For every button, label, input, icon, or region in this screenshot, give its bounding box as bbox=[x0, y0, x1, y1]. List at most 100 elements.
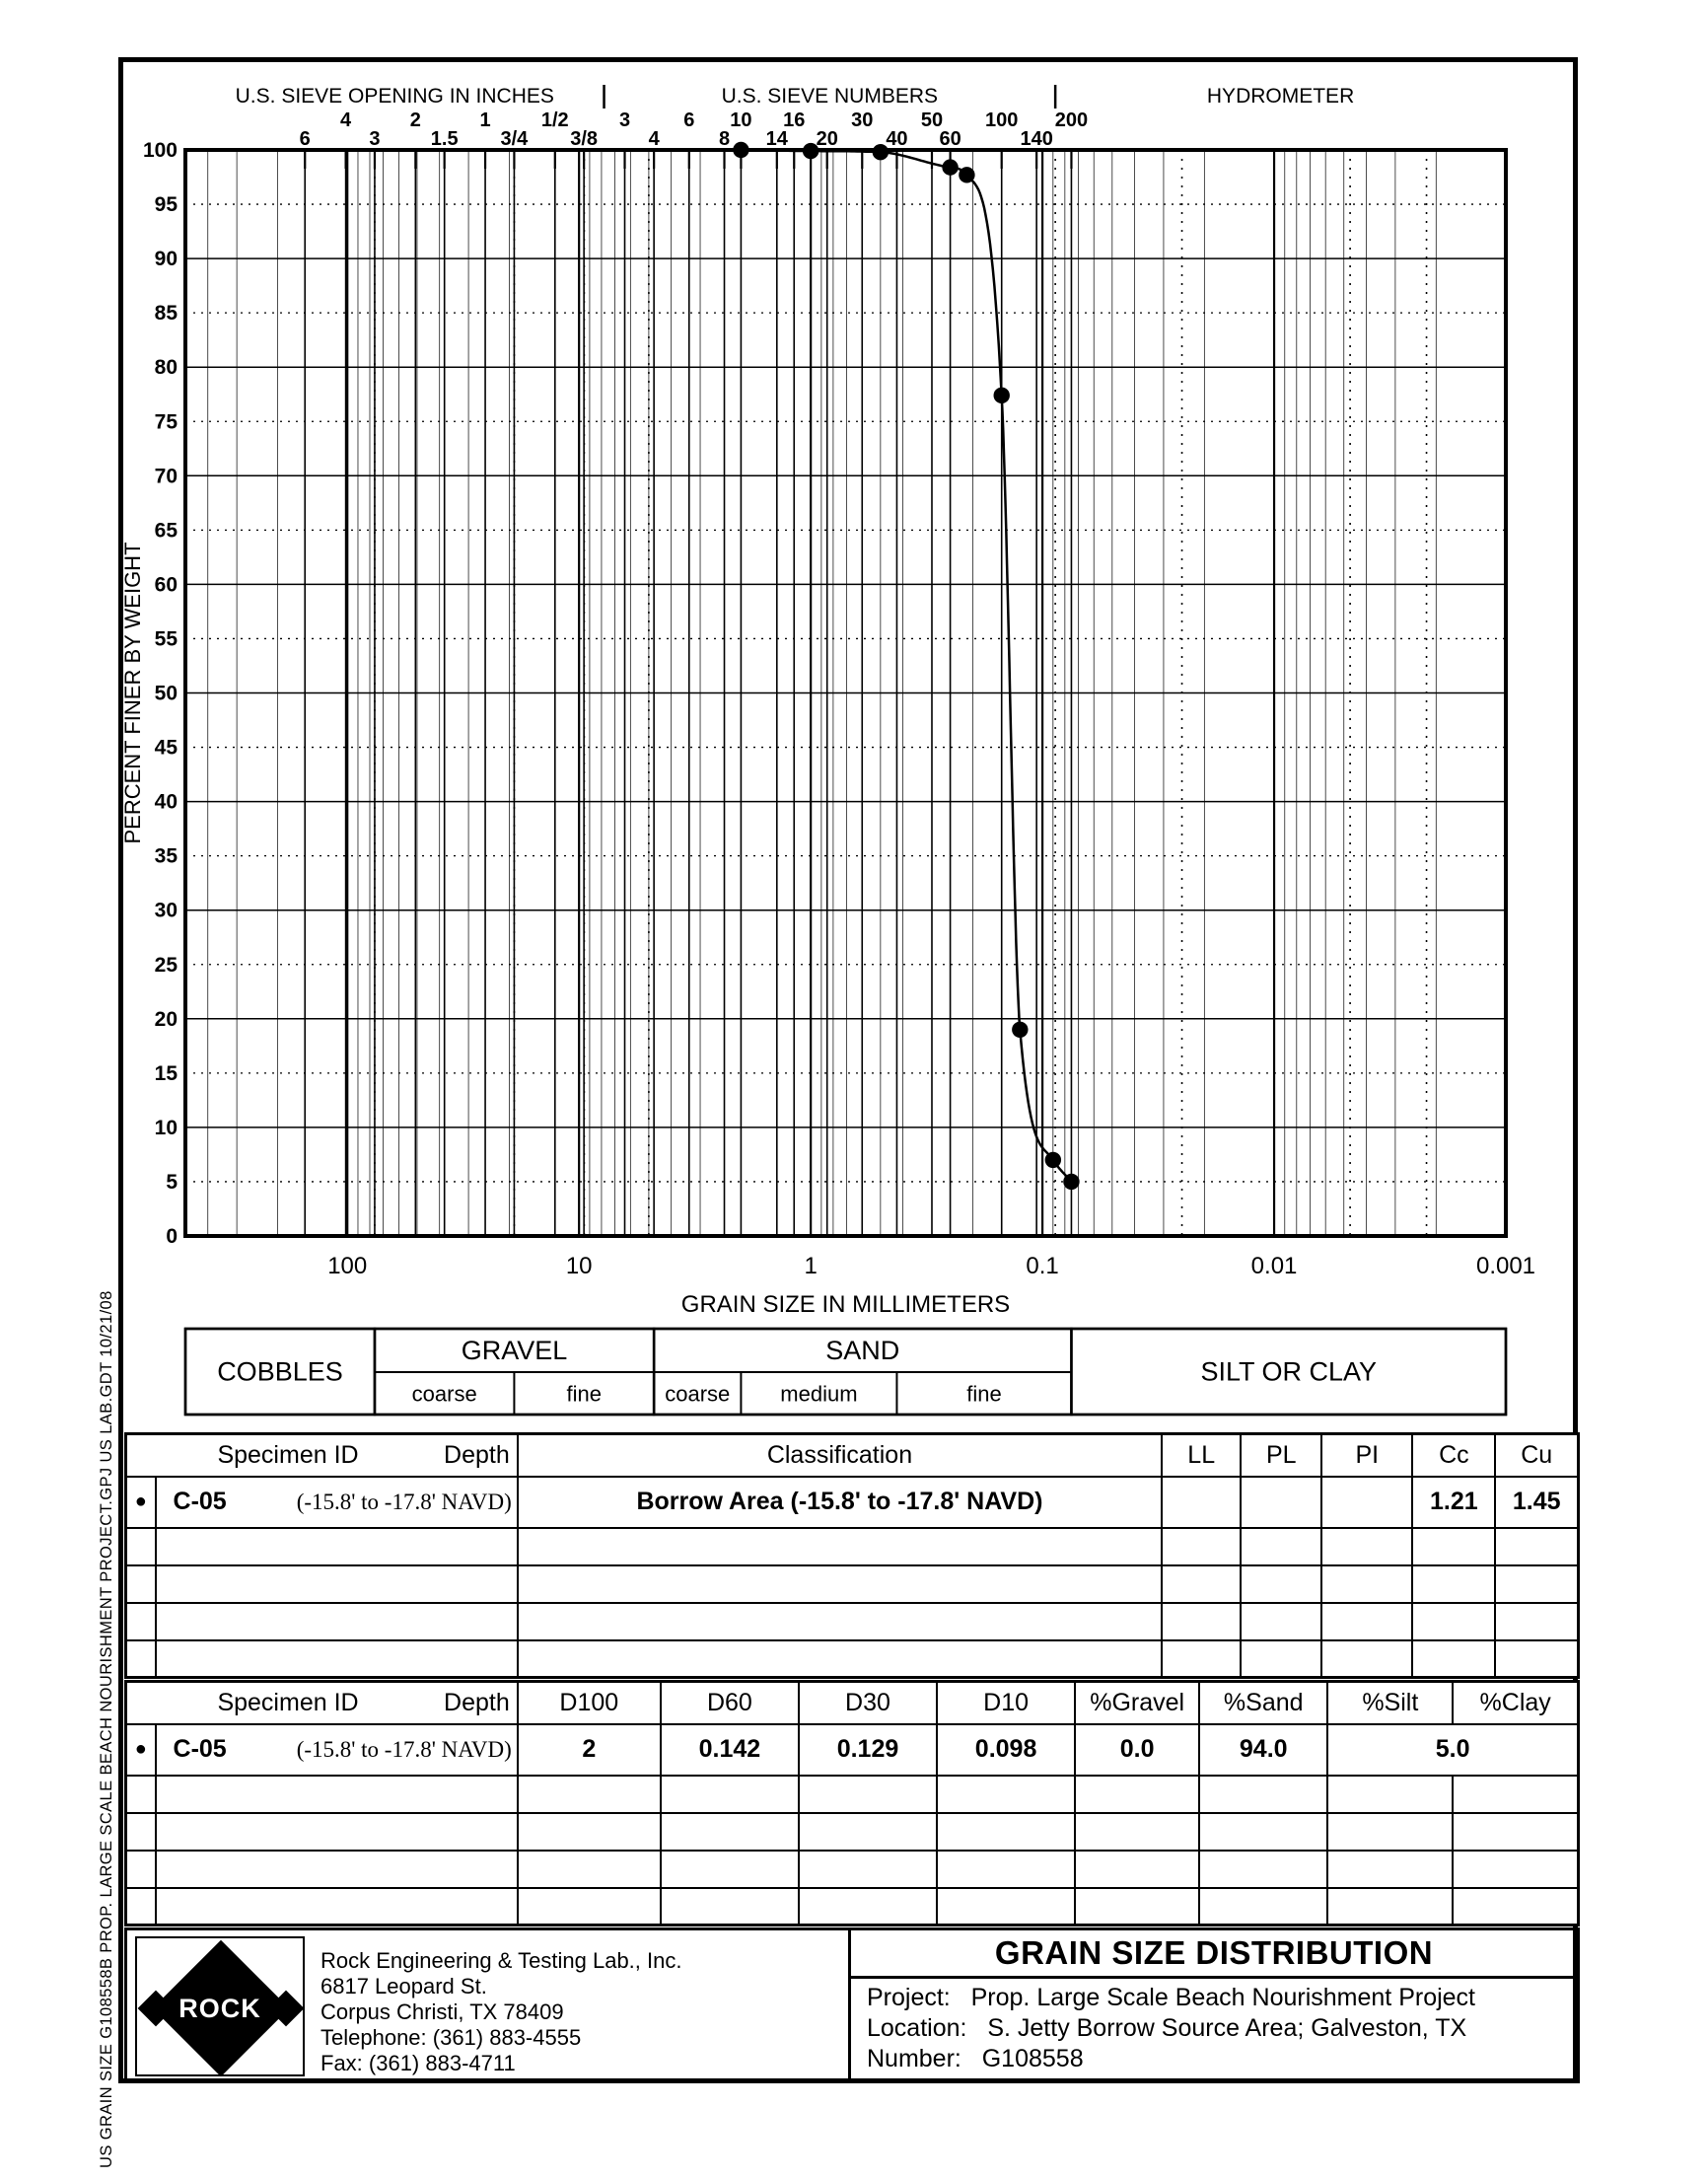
empty-row bbox=[124, 1886, 1580, 1926]
sieve-label: 140 bbox=[1020, 128, 1052, 150]
specimen-d100: 2 bbox=[516, 1722, 662, 1777]
specimen-ll bbox=[1161, 1475, 1243, 1529]
company-address-line: Telephone: (361) 883-4555 bbox=[320, 2025, 582, 2050]
table2-header-row: Specimen ID Depth D100 D60 D30 D10 %Grav… bbox=[124, 1680, 1580, 1725]
rock-logo-text: ROCK bbox=[178, 1994, 261, 2023]
location-value: S. Jetty Borrow Source Area; Galveston, … bbox=[987, 2014, 1467, 2042]
soil-subclass-label: coarse bbox=[665, 1382, 730, 1407]
y-axis-tick-label: 25 bbox=[155, 954, 178, 977]
y-axis-tick-label: 90 bbox=[155, 248, 178, 270]
y-axis-tick-label: 40 bbox=[155, 791, 178, 814]
y-axis-tick-label: 50 bbox=[155, 683, 178, 705]
sieve-label: 60 bbox=[939, 128, 961, 150]
x-axis-tick-label: 1 bbox=[804, 1253, 817, 1279]
y-axis-tick-label: 20 bbox=[155, 1008, 178, 1031]
data-point-marker bbox=[733, 141, 749, 159]
specimen-cu: 1.45 bbox=[1494, 1475, 1580, 1529]
specimen-cc: 1.21 bbox=[1411, 1475, 1497, 1529]
table1-header-specimen-id: Specimen ID bbox=[217, 1440, 359, 1469]
grain-size-parameters-table: Specimen ID Depth D100 D60 D30 D10 %Grav… bbox=[124, 1680, 1580, 1926]
table2-header-specimen-id: Specimen ID bbox=[217, 1688, 359, 1716]
top-axis-header: U.S. SIEVE OPENING IN INCHES bbox=[236, 85, 554, 108]
table2-header-gravel: %Gravel bbox=[1074, 1680, 1201, 1725]
soil-class-label: COBBLES bbox=[217, 1357, 343, 1387]
sieve-label: 20 bbox=[817, 128, 838, 150]
specimen-pi bbox=[1320, 1475, 1414, 1529]
table2-header-d30: D30 bbox=[797, 1680, 939, 1725]
x-axis-tick-label: 0.001 bbox=[1476, 1253, 1535, 1279]
title-block: ROCK Rock Engineering & Testing Lab., In… bbox=[124, 1927, 1580, 2083]
y-axis-tick-label: 35 bbox=[155, 845, 178, 868]
number-line: Number: G108558 bbox=[867, 2045, 1577, 2073]
table2-header-d60: D60 bbox=[659, 1680, 800, 1725]
soil-subclass-label: fine bbox=[966, 1382, 1001, 1407]
specimen-depth: (-15.8' to -17.8' NAVD) bbox=[296, 1736, 512, 1762]
classification-summary-table: Specimen ID Depth Classification LL PL P… bbox=[124, 1432, 1580, 1679]
soil-subclass-label: coarse bbox=[412, 1382, 477, 1407]
x-axis-tick-label: 0.01 bbox=[1251, 1253, 1298, 1279]
sieve-label: 6 bbox=[683, 109, 694, 131]
table1-header-cc: Cc bbox=[1411, 1432, 1497, 1478]
y-axis-tick-label: 60 bbox=[155, 573, 178, 596]
sieve-label: 30 bbox=[851, 109, 873, 131]
empty-row bbox=[124, 1563, 1580, 1604]
specimen-percent-silt-clay: 5.0 bbox=[1326, 1722, 1580, 1777]
sieve-label: 1.5 bbox=[431, 128, 459, 150]
soil-class-label: SILT OR CLAY bbox=[1200, 1357, 1377, 1387]
y-axis-tick-label: 70 bbox=[155, 465, 178, 487]
location-label: Location: bbox=[867, 2014, 967, 2042]
sieve-label: 200 bbox=[1055, 109, 1088, 131]
x-axis-title: GRAIN SIZE IN MILLIMETERS bbox=[681, 1291, 1010, 1318]
top-axis-header: U.S. SIEVE NUMBERS bbox=[722, 85, 938, 108]
sidebar-rotated-filename-text: US GRAIN SIZE G108558B PROP. LARGE SCALE… bbox=[98, 1290, 115, 2168]
y-axis-tick-label: 15 bbox=[155, 1062, 178, 1085]
sieve-label: 40 bbox=[886, 128, 907, 150]
y-axis-tick-label: 85 bbox=[155, 302, 178, 325]
project-line: Project: Prop. Large Scale Beach Nourish… bbox=[867, 1984, 1577, 2012]
table2-header-d100: D100 bbox=[516, 1680, 662, 1725]
table1-header-specimen-depth: Specimen ID Depth bbox=[124, 1432, 519, 1478]
data-point-marker bbox=[802, 142, 819, 160]
soil-subclass-label: medium bbox=[780, 1382, 857, 1407]
x-axis-tick-label: 0.1 bbox=[1026, 1253, 1058, 1279]
top-axis-header: HYDROMETER bbox=[1207, 85, 1354, 108]
data-point-marker bbox=[993, 387, 1010, 404]
specimen-d60: 0.142 bbox=[659, 1722, 800, 1777]
sieve-label: 10 bbox=[730, 109, 751, 131]
number-label: Number: bbox=[867, 2045, 961, 2072]
data-point-marker bbox=[1012, 1021, 1029, 1039]
y-axis-tick-label: 80 bbox=[155, 356, 178, 379]
empty-row bbox=[124, 1774, 1580, 1814]
y-axis-tick-label: 45 bbox=[155, 737, 178, 760]
table2-header-d10: D10 bbox=[936, 1680, 1077, 1725]
data-point-marker bbox=[1063, 1173, 1080, 1191]
data-point-marker bbox=[1044, 1151, 1062, 1169]
company-address-line: Rock Engineering & Testing Lab., Inc. bbox=[320, 1948, 682, 1973]
table1-data-row: ● C-05 (-15.8' to -17.8' NAVD) Borrow Ar… bbox=[124, 1475, 1580, 1529]
specimen-d10: 0.098 bbox=[936, 1722, 1077, 1777]
y-axis-tick-label: 55 bbox=[155, 627, 178, 650]
empty-row bbox=[124, 1849, 1580, 1889]
empty-row bbox=[124, 1601, 1580, 1641]
table1-header-pl: PL bbox=[1240, 1432, 1323, 1478]
sieve-label: 100 bbox=[985, 109, 1018, 131]
company-address-line: Corpus Christi, TX 78409 bbox=[320, 1999, 564, 2024]
table2-header-silt: %Silt bbox=[1326, 1680, 1455, 1725]
table1-header-row: Specimen ID Depth Classification LL PL P… bbox=[124, 1432, 1580, 1478]
x-axis-tick-label: 100 bbox=[327, 1253, 367, 1279]
company-address-line: 6817 Leopard St. bbox=[320, 1974, 487, 1998]
sieve-label: 4 bbox=[649, 128, 661, 150]
y-axis-tick-label: 100 bbox=[143, 139, 178, 162]
empty-row bbox=[124, 1638, 1580, 1679]
rock-logo: ROCK bbox=[135, 1936, 305, 2077]
company-address: Rock Engineering & Testing Lab., Inc. 681… bbox=[320, 1948, 681, 2076]
sieve-label: 1/2 bbox=[541, 109, 569, 131]
y-axis-tick-label: 0 bbox=[166, 1225, 178, 1248]
project-label: Project: bbox=[867, 1984, 951, 2011]
specimen-marker-icon: ● bbox=[124, 1722, 157, 1777]
sieve-label: 3 bbox=[619, 109, 630, 131]
specimen-classification: Borrow Area (-15.8' to -17.8' NAVD) bbox=[516, 1475, 1164, 1529]
specimen-pl bbox=[1240, 1475, 1323, 1529]
y-axis-tick-label: 30 bbox=[155, 900, 178, 922]
